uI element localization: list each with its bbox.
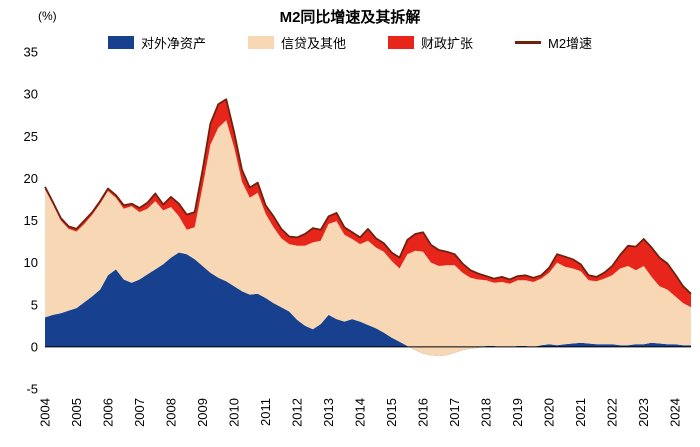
x-axis-tick-label: 2006 <box>101 398 116 427</box>
y-axis-tick-label: 5 <box>31 297 38 312</box>
x-axis-tick-label: 2016 <box>416 398 431 427</box>
chart-title: M2同比增速及其拆解 <box>279 9 421 26</box>
legend-swatch-credit-and-other <box>247 36 274 49</box>
line-m2-growth <box>44 98 692 295</box>
x-axis-tick-label: 2008 <box>164 398 179 427</box>
area-net-foreign-assets <box>45 252 691 357</box>
x-axis-tick-label: 2010 <box>227 398 242 427</box>
legend-swatch-fiscal-expansion <box>387 36 414 49</box>
area-credit-and-other <box>45 120 691 357</box>
chart-legend: 对外净资产 信贷及其他 财政扩张 M2增速 <box>0 33 700 52</box>
x-axis-tick-label: 2007 <box>132 398 147 427</box>
x-axis-tick-label: 2023 <box>636 398 651 427</box>
y-axis-tick-label: 20 <box>24 171 38 186</box>
x-axis-tick-label: 2005 <box>69 398 84 427</box>
x-axis-tick-label: 2024 <box>668 398 683 427</box>
x-axis-tick-label: 2015 <box>384 398 399 427</box>
y-axis-tick-label: 15 <box>24 213 38 228</box>
x-axis-tick-label: 2022 <box>605 398 620 427</box>
legend-item-fiscal-expansion: 财政扩张 <box>387 33 473 52</box>
x-axis-tick-label: 2018 <box>479 398 494 427</box>
x-axis-tick-label: 2017 <box>447 398 462 427</box>
x-axis-tick-label: 2013 <box>321 398 336 427</box>
x-axis-tick-label: 2012 <box>290 398 305 427</box>
y-axis-tick-label: 10 <box>24 255 38 270</box>
x-axis-tick-label: 2019 <box>510 398 525 427</box>
legend-label-fiscal-expansion: 财政扩张 <box>420 36 473 51</box>
legend-label-credit-and-other: 信贷及其他 <box>280 36 346 51</box>
legend-item-net-foreign-assets: 对外净资产 <box>107 33 206 52</box>
legend-label-net-foreign-assets: 对外净资产 <box>140 36 206 51</box>
legend-swatch-net-foreign-assets <box>107 36 134 49</box>
x-axis-tick-label: 2020 <box>542 398 557 427</box>
x-axis-tick-label: 2011 <box>258 398 273 426</box>
y-axis-unit-label: (%) <box>38 9 57 23</box>
legend-line-swatch-m2-growth <box>514 41 541 44</box>
x-axis-tick-label: 2009 <box>195 398 210 427</box>
legend-item-m2-growth: M2增速 <box>514 33 593 52</box>
y-axis-tick-label: 30 <box>24 87 38 102</box>
x-axis-tick-label: 2021 <box>573 398 588 427</box>
legend-item-credit-and-other: 信贷及其他 <box>247 33 346 52</box>
legend-label-m2-growth: M2增速 <box>547 36 593 51</box>
y-axis-tick-label: 0 <box>31 339 38 354</box>
x-axis-tick-label: 2004 <box>38 398 53 427</box>
y-axis-tick-label: 25 <box>24 129 38 144</box>
y-axis-tick-label: 35 <box>24 45 38 60</box>
x-axis-tick-label: 2014 <box>353 398 368 427</box>
y-axis-tick-label: -5 <box>26 382 38 397</box>
